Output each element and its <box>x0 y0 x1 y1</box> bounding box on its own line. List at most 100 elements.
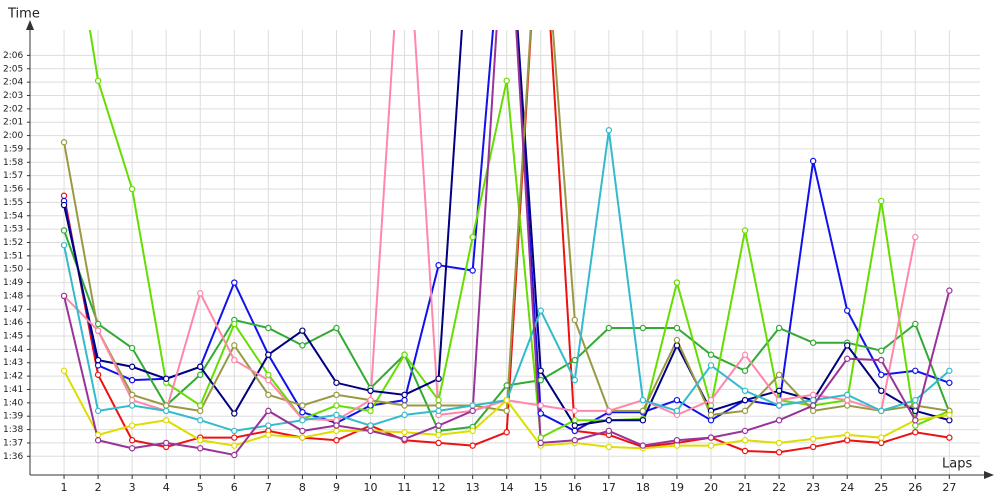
point <box>571 407 579 415</box>
point <box>503 407 510 415</box>
x-tick-label: 23 <box>806 481 820 494</box>
y-axis-label: Time <box>7 7 40 22</box>
x-tick-label: 10 <box>364 481 378 494</box>
y-tick-label: 1:40 <box>3 398 23 408</box>
point <box>844 402 851 409</box>
point <box>571 316 579 324</box>
point <box>299 427 306 435</box>
point <box>128 363 136 370</box>
point <box>605 417 613 424</box>
point <box>673 442 681 449</box>
point <box>128 185 136 193</box>
point <box>94 407 102 415</box>
point <box>435 375 442 382</box>
x-tick-label: 9 <box>333 481 340 494</box>
point <box>878 387 885 395</box>
point <box>265 351 272 358</box>
point <box>537 367 544 374</box>
point <box>401 351 408 358</box>
point <box>912 396 919 404</box>
x-tick-label: 20 <box>704 481 718 494</box>
y-tick-label: 2:00 <box>3 131 23 141</box>
point <box>741 367 749 374</box>
x-tick-label: 24 <box>840 481 854 494</box>
point <box>809 407 817 415</box>
point <box>809 339 817 346</box>
x-tick-label: 26 <box>908 481 922 494</box>
point <box>333 391 340 399</box>
point <box>707 442 715 449</box>
y-tick-label: 1:37 <box>3 438 23 448</box>
x-tick-label: 21 <box>738 481 752 494</box>
point <box>946 411 953 419</box>
point <box>605 443 613 451</box>
point <box>265 324 272 332</box>
y-tick-label: 1:49 <box>3 278 23 288</box>
point <box>946 417 953 424</box>
point <box>60 192 68 199</box>
point <box>299 408 306 416</box>
point <box>197 417 204 424</box>
point <box>673 407 681 415</box>
grid <box>30 30 980 475</box>
point <box>707 351 715 358</box>
point <box>265 376 272 384</box>
point <box>94 431 102 439</box>
x-tick-label: 14 <box>500 481 514 494</box>
point <box>741 447 749 455</box>
point <box>946 287 953 294</box>
point <box>707 362 715 369</box>
x-tick-label: 8 <box>299 481 306 494</box>
point <box>639 417 647 424</box>
point <box>435 439 442 447</box>
point <box>163 417 170 424</box>
x-tick-label: 3 <box>129 481 136 494</box>
point <box>299 417 306 424</box>
point <box>741 227 749 234</box>
point <box>844 396 851 404</box>
point <box>333 417 340 424</box>
point <box>673 336 681 344</box>
x-tick-label: 18 <box>636 481 650 494</box>
point <box>605 324 613 332</box>
y-tick-label: 1:41 <box>3 385 23 395</box>
point <box>844 431 851 439</box>
y-tick-label: 1:55 <box>3 198 23 208</box>
point <box>912 407 919 415</box>
point <box>435 407 442 415</box>
point <box>367 427 374 435</box>
point <box>60 139 68 146</box>
point <box>878 439 885 447</box>
point <box>809 402 817 409</box>
point <box>469 442 476 449</box>
y-tick-label: 2:05 <box>3 64 23 74</box>
point <box>775 396 783 404</box>
point <box>537 376 544 384</box>
point <box>912 417 919 424</box>
point <box>673 437 681 444</box>
point <box>809 435 817 443</box>
point <box>231 451 238 459</box>
point <box>128 422 136 429</box>
y-tick-label: 1:58 <box>3 158 23 168</box>
point <box>571 422 579 429</box>
point <box>128 376 136 384</box>
point <box>163 375 170 382</box>
point <box>163 407 170 415</box>
point <box>605 407 613 415</box>
point <box>775 449 783 456</box>
series-line <box>63 30 917 422</box>
point <box>775 371 783 378</box>
point <box>878 356 885 364</box>
point <box>299 402 306 409</box>
point <box>741 407 749 415</box>
point <box>401 402 408 409</box>
x-tick-label: 2 <box>95 481 102 494</box>
point <box>128 402 136 409</box>
x-tick-label: 4 <box>163 481 170 494</box>
point <box>775 439 783 447</box>
point <box>809 396 817 404</box>
point <box>809 443 817 451</box>
point <box>333 422 340 429</box>
